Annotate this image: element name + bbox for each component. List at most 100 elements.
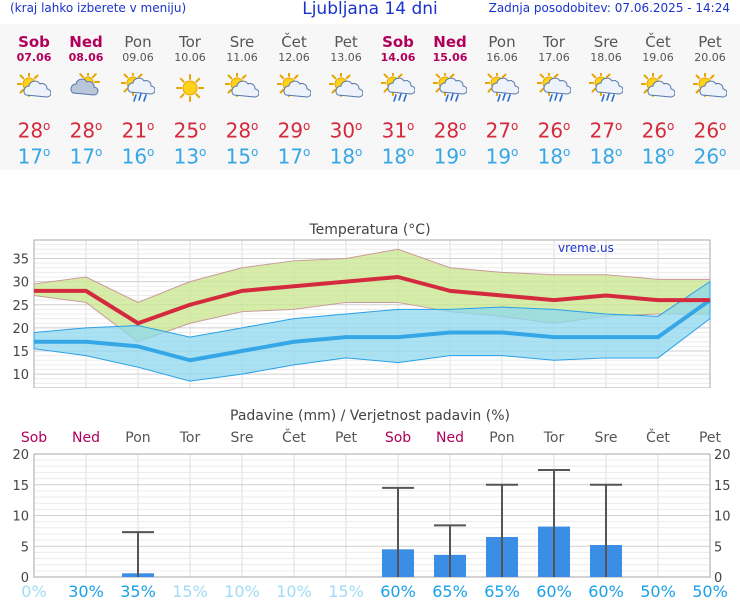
day-name: Čet bbox=[645, 33, 671, 51]
degree-sign: o bbox=[199, 145, 207, 159]
degree-sign: o bbox=[667, 119, 675, 133]
max-temperature: 21o bbox=[121, 118, 155, 143]
y-tick-label-left: 0 bbox=[21, 571, 29, 586]
max-temperature: 26o bbox=[641, 118, 675, 143]
precipitation-whisker bbox=[434, 524, 466, 577]
probability-label: 50% bbox=[640, 582, 676, 600]
weather-icon-holder bbox=[69, 70, 103, 103]
weather-icon-holder bbox=[640, 71, 676, 103]
last-update-text: Zadnja posodobitev: 07.06.2025 - 14:24 bbox=[488, 1, 730, 15]
location-menu-hint[interactable]: (kraj lahko izberete v meniju) bbox=[10, 1, 187, 15]
degree-sign: o bbox=[719, 145, 727, 159]
degree-sign: o bbox=[43, 119, 51, 133]
min-temperature: 18o bbox=[381, 144, 415, 169]
day-axis-label: Pet bbox=[699, 430, 722, 446]
min-temperature: 16o bbox=[121, 144, 155, 169]
day-date: 07.06 bbox=[16, 51, 52, 64]
chart-title: Padavine (mm) / Verjetnost padavin (%) bbox=[230, 408, 510, 424]
weather-icon-holder bbox=[432, 70, 468, 103]
precipitation-whisker bbox=[122, 531, 154, 577]
day-name: Tor bbox=[543, 33, 565, 51]
day-name: Tor bbox=[179, 33, 201, 51]
max-temperature: 29o bbox=[277, 118, 311, 143]
degree-sign: o bbox=[147, 145, 155, 159]
day-date: 17.06 bbox=[538, 51, 570, 64]
y-tick-label-right: 10 bbox=[714, 510, 731, 525]
day-date: 20.06 bbox=[694, 51, 726, 64]
day-name: Ned bbox=[69, 33, 103, 51]
probability-label: 35% bbox=[120, 582, 156, 600]
probability-label: 0% bbox=[21, 582, 46, 600]
day-date: 11.06 bbox=[226, 51, 258, 64]
degree-sign: o bbox=[459, 119, 467, 133]
max-temperature: 28o bbox=[225, 118, 259, 143]
min-temperature: 17o bbox=[277, 144, 311, 169]
degree-sign: o bbox=[563, 145, 571, 159]
day-axis-label: Čet bbox=[646, 428, 670, 446]
plot-frame bbox=[33, 453, 711, 578]
day-axis-label: Tor bbox=[543, 430, 565, 446]
max-temperature: 25o bbox=[173, 118, 207, 143]
degree-sign: o bbox=[95, 145, 103, 159]
day-axis-label: Ned bbox=[436, 430, 464, 446]
precipitation-whisker bbox=[382, 486, 414, 577]
max-temperature: 28o bbox=[69, 118, 103, 143]
day-axis-label: Sob bbox=[385, 430, 411, 446]
day-axis-label: Sre bbox=[595, 430, 618, 446]
day-axis-label: Čet bbox=[282, 428, 306, 446]
degree-sign: o bbox=[719, 119, 727, 133]
day-date: 12.06 bbox=[278, 51, 310, 64]
degree-sign: o bbox=[303, 119, 311, 133]
day-name: Sre bbox=[229, 33, 255, 51]
day-axis-label: Tor bbox=[179, 430, 201, 446]
degree-sign: o bbox=[251, 145, 259, 159]
day-name: Sob bbox=[18, 33, 50, 51]
degree-sign: o bbox=[147, 119, 155, 133]
sun-cloud-icon bbox=[692, 71, 728, 98]
forecast-day: Pet 13.06 30o 18o bbox=[320, 24, 372, 169]
max-temperature: 26o bbox=[537, 118, 571, 143]
day-date: 19.06 bbox=[642, 51, 674, 64]
weather-icon-holder bbox=[588, 70, 624, 103]
y-tick-label-left: 15 bbox=[12, 479, 29, 494]
forecast-day: Ned 08.06 28o 17o bbox=[60, 24, 112, 169]
forecast-day: Sob 07.06 28o 17o bbox=[8, 24, 60, 169]
min-temperature: 18o bbox=[589, 144, 623, 169]
forecast-day: Čet 19.06 26o 18o bbox=[632, 24, 684, 169]
y-tick-label-left: 5 bbox=[21, 540, 29, 555]
min-temperature: 18o bbox=[641, 144, 675, 169]
forecast-panel: Sob 07.06 28o 17o Ned 08.06 28o 17o Pon 09.06 21o 1… bbox=[0, 24, 740, 170]
day-axis-label: Sob bbox=[21, 430, 47, 446]
max-temperature: 30o bbox=[329, 118, 363, 143]
sun-cloud-icon bbox=[16, 71, 52, 98]
precipitation-chart: Padavine (mm) / Verjetnost padavin (%) So… bbox=[12, 408, 731, 600]
y-tick-label: 20 bbox=[12, 322, 29, 337]
y-tick-label: 25 bbox=[12, 299, 29, 314]
sun-rain-icon bbox=[120, 70, 156, 102]
day-axis-label: Ned bbox=[72, 430, 100, 446]
y-tick-label: 35 bbox=[12, 253, 29, 268]
sun-rain-icon bbox=[484, 70, 520, 102]
precipitation-whisker bbox=[486, 483, 518, 577]
min-temperature: 13o bbox=[173, 144, 207, 169]
max-temperature: 26o bbox=[693, 118, 727, 143]
max-temperature: 28o bbox=[17, 118, 51, 143]
degree-sign: o bbox=[511, 145, 519, 159]
y-tick-label-left: 20 bbox=[12, 448, 29, 463]
max-temperature: 28o bbox=[433, 118, 467, 143]
probability-label: 50% bbox=[692, 582, 728, 600]
weather-icon-holder bbox=[328, 71, 364, 103]
sun-cloud-icon bbox=[640, 71, 676, 98]
day-name: Ned bbox=[433, 33, 467, 51]
min-temperature: 17o bbox=[69, 144, 103, 169]
day-axis-label: Pon bbox=[125, 430, 150, 446]
forecast-day: Tor 10.06 25o 13o bbox=[164, 24, 216, 169]
degree-sign: o bbox=[95, 119, 103, 133]
sun-cloud-icon bbox=[276, 71, 312, 98]
day-date: 13.06 bbox=[330, 51, 362, 64]
temperature-chart: Temperatura (°C) 10 15 20 25 30 35 vreme.us bbox=[12, 222, 712, 388]
sun-cloud-icon bbox=[224, 71, 260, 98]
probability-label: 60% bbox=[380, 582, 416, 600]
watermark: vreme.us bbox=[558, 241, 614, 255]
degree-sign: o bbox=[563, 119, 571, 133]
